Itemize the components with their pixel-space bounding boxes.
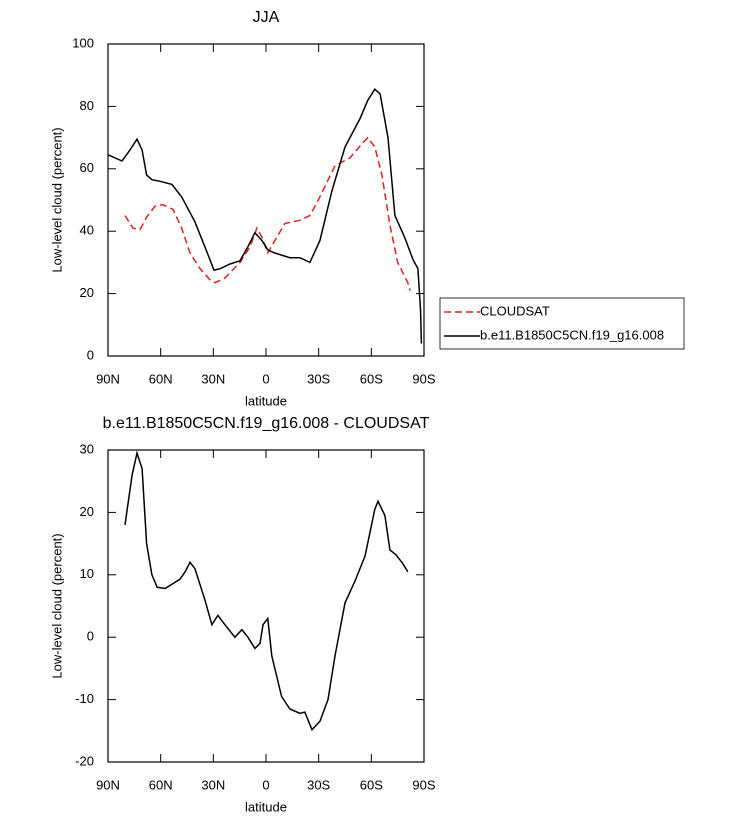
x-tick-label: 60S [360,777,383,792]
x-tick-label: 30N [201,371,225,386]
data-line [124,450,409,731]
x-tick-label: 90N [96,777,120,792]
x-tick-label: 90S [412,777,435,792]
x-tick-label: 30S [307,371,330,386]
x-tick-label: 60S [360,371,383,386]
x-tick-label: 60N [149,371,173,386]
y-tick-label: 60 [80,160,94,175]
x-axis-label: latitude [245,393,287,408]
y-tick-label: 20 [80,285,94,300]
y-tick-label: 20 [80,504,94,519]
legend-label: CLOUDSAT [480,303,550,318]
y-tick-label: 0 [87,629,94,644]
x-tick-label: 60N [149,777,173,792]
legend-box [439,297,685,350]
x-tick-label: 30N [201,777,225,792]
legend-label: b.e11.B1850C5CN.f19_g16.008 [480,327,664,342]
chart-title: b.e11.B1850C5CN.f19_g16.008 - CLOUDSAT [103,415,430,432]
chart-title: JJA [253,9,280,26]
y-axis-label: Low-level cloud (percent) [49,533,64,678]
y-tick-label: 100 [72,35,94,50]
x-tick-label: 90N [96,371,120,386]
plot-frame [107,449,425,763]
y-tick-label: 0 [87,347,94,362]
plot-frame [107,43,425,357]
data-line [124,136,411,291]
y-tick-label: 80 [80,98,94,113]
x-tick-label: 30S [307,777,330,792]
y-axis-label: Low-level cloud (percent) [49,127,64,272]
data-line [107,88,423,344]
y-tick-label: -20 [75,753,94,768]
x-axis-label: latitude [245,799,287,814]
x-tick-label: 0 [262,371,269,386]
y-tick-label: 30 [80,441,94,456]
x-tick-label: 0 [262,777,269,792]
y-tick-label: 10 [80,566,94,581]
y-tick-label: -10 [75,691,94,706]
y-tick-label: 40 [80,223,94,238]
x-tick-label: 90S [412,371,435,386]
